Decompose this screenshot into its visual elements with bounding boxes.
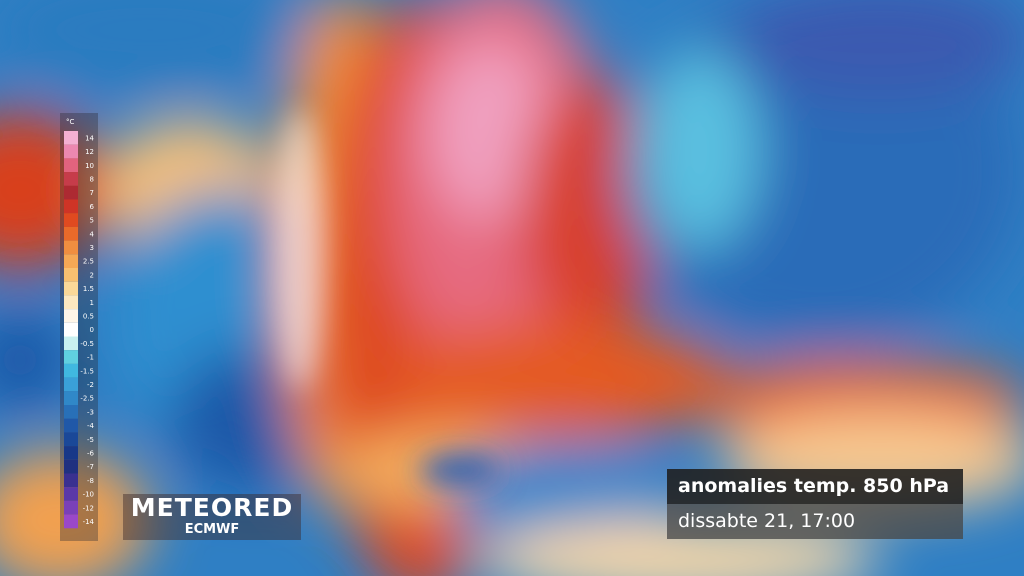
legend-label: -2 [87, 381, 94, 389]
legend-swatch [64, 199, 78, 214]
legend-swatch [64, 295, 78, 310]
legend-label: 4 [90, 230, 95, 238]
logo: METEORED ECMWF [123, 494, 301, 540]
legend-swatch [64, 418, 78, 433]
legend-label: -3 [87, 408, 94, 416]
legend-swatch [64, 172, 78, 186]
legend-label: 1.5 [83, 285, 94, 293]
legend-swatch [64, 487, 78, 501]
legend-swatch [64, 309, 78, 323]
legend-label: 6 [90, 203, 95, 211]
legend-label: -1 [87, 354, 94, 362]
legend-swatch [64, 514, 78, 529]
legend-swatch [64, 377, 78, 392]
legend-swatch [64, 131, 78, 145]
legend-swatch [64, 363, 78, 378]
legend-swatch [64, 144, 78, 159]
legend-swatch [64, 432, 78, 447]
legend-label: 3 [90, 244, 94, 252]
legend-label: 0 [90, 326, 94, 334]
info-time: dissabte 21, 17:00 [667, 504, 963, 539]
legend-label: -6 [87, 449, 95, 457]
legend-swatch [64, 268, 78, 282]
legend-swatch [64, 405, 78, 419]
legend-label: 10 [85, 162, 94, 170]
legend-swatch [64, 500, 78, 515]
legend: °C 14 12 10 8 7 6 5 4 3 2.5 2 1.5 1 0.5 0 -0.5 -1 -1.5 -2 -2… [60, 113, 98, 541]
legend-label: -4 [87, 422, 95, 430]
legend-label: -1.5 [80, 367, 94, 375]
legend-label: 14 [85, 134, 94, 142]
legend-swatch [64, 459, 78, 474]
legend-label: -2.5 [80, 395, 94, 403]
legend-swatch [64, 158, 78, 173]
legend-label: -14 [83, 518, 95, 526]
legend-swatch [64, 240, 78, 255]
legend-label: -5 [87, 436, 94, 444]
legend-label: 8 [90, 175, 94, 183]
legend-label: 2.5 [83, 258, 94, 266]
legend-swatch [64, 473, 78, 488]
legend-label: 1 [90, 299, 94, 307]
legend-swatch [64, 336, 78, 351]
legend-label: -7 [87, 463, 94, 471]
legend-label: 5 [90, 217, 94, 225]
logo-source: ECMWF [184, 522, 240, 537]
logo-brand: METEORED [130, 493, 294, 522]
legend-swatch [64, 391, 78, 405]
legend-swatch [64, 281, 78, 296]
legend-label: 2 [90, 271, 94, 279]
legend-swatch [64, 185, 78, 200]
legend-label: -0.5 [80, 340, 94, 348]
legend-swatch [64, 322, 78, 337]
legend-swatch [64, 350, 78, 364]
legend-swatch [64, 213, 78, 227]
legend-swatch [64, 446, 78, 460]
legend-label: 0.5 [83, 312, 94, 320]
legend-label: 12 [85, 148, 94, 156]
legend-label: -10 [83, 491, 94, 499]
legend-swatch [64, 254, 78, 268]
legend-label: 7 [90, 189, 94, 197]
legend-unit: °C [66, 118, 75, 126]
legend-label: -8 [87, 477, 94, 485]
info-title: anomalies temp. 850 hPa [667, 469, 963, 504]
legend-swatch [64, 226, 78, 241]
legend-label: -12 [83, 504, 94, 512]
